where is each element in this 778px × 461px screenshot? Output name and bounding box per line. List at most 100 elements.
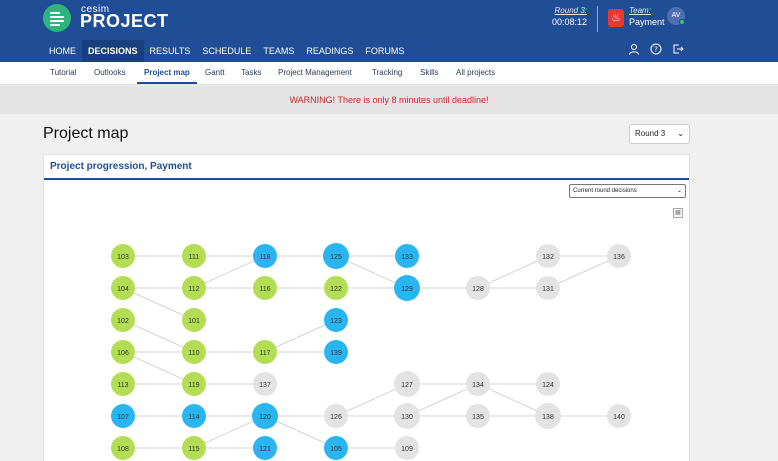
map-node-138[interactable]: 138 <box>535 403 561 429</box>
main-nav: HOME DECISIONS RESULTS SCHEDULE TEAMS RE… <box>43 40 410 62</box>
map-node-114[interactable]: 114 <box>182 404 206 428</box>
map-node-130[interactable]: 130 <box>394 403 420 429</box>
map-node-129[interactable]: 129 <box>394 275 420 301</box>
map-node-113[interactable]: 113 <box>111 372 135 396</box>
subnav-outlooks[interactable]: Outlooks <box>94 68 126 77</box>
map-node-127[interactable]: 127 <box>394 371 420 397</box>
map-node-label: 120 <box>259 414 271 421</box>
subnav-tasks[interactable]: Tasks <box>241 68 262 77</box>
map-node-102[interactable]: 102 <box>111 308 135 332</box>
team-name: Payment <box>629 17 665 27</box>
map-node-137[interactable]: 137 <box>253 372 277 396</box>
map-node-115[interactable]: 115 <box>182 436 206 460</box>
map-node-110[interactable]: 110 <box>182 340 206 364</box>
map-node-120[interactable]: 120 <box>252 403 278 429</box>
map-node-121[interactable]: 121 <box>253 436 277 460</box>
map-node-circle <box>252 403 278 429</box>
round-label[interactable]: Round 3: <box>554 6 587 15</box>
decisions-select-value: Current round decisions <box>573 188 637 194</box>
map-node-131[interactable]: 131 <box>536 276 560 300</box>
map-node-circle <box>395 244 419 268</box>
map-node-circle <box>536 244 560 268</box>
map-node-label: 138 <box>542 414 554 421</box>
subnav-tracking[interactable]: Tracking <box>372 68 403 77</box>
map-node-label: 136 <box>613 254 625 261</box>
nav-results[interactable]: RESULTS <box>149 46 191 56</box>
logout-icon[interactable] <box>671 43 684 56</box>
map-node-128[interactable]: 128 <box>466 276 490 300</box>
map-node-111[interactable]: 111 <box>182 244 206 268</box>
nav-readings[interactable]: READINGS <box>306 46 354 56</box>
decisions-select[interactable]: Current round decisions ⌄ <box>569 184 686 198</box>
map-node-134[interactable]: 134 <box>466 372 490 396</box>
map-node-116[interactable]: 116 <box>253 276 277 300</box>
map-node-circle <box>253 340 277 364</box>
map-node-circle <box>323 243 349 269</box>
map-edge-104-101 <box>122 287 195 321</box>
map-node-112[interactable]: 112 <box>182 276 206 300</box>
nav-home[interactable]: HOME <box>49 46 76 56</box>
subnav-all-projects[interactable]: All projects <box>456 68 496 77</box>
map-node-label: 139 <box>330 350 342 357</box>
map-node-label: 112 <box>188 286 199 293</box>
team-label[interactable]: Team: <box>629 6 651 15</box>
map-node-118[interactable]: 118 <box>253 244 277 268</box>
nav-decisions[interactable]: DECISIONS <box>82 40 144 62</box>
map-node-108[interactable]: 108 <box>111 436 135 460</box>
nav-forums[interactable]: FORUMS <box>365 46 405 56</box>
map-node-circle <box>466 372 490 396</box>
map-node-103[interactable]: 103 <box>111 244 135 268</box>
map-node-136[interactable]: 136 <box>607 244 631 268</box>
map-node-circle <box>466 276 490 300</box>
map-edge-131-136 <box>547 255 620 289</box>
map-node-135[interactable]: 135 <box>466 404 490 428</box>
map-node-circle <box>324 340 348 364</box>
map-node-circle <box>111 372 135 396</box>
map-node-122[interactable]: 122 <box>324 276 348 300</box>
map-node-123[interactable]: 123 <box>324 308 348 332</box>
map-node-circle <box>111 308 135 332</box>
map-node-109[interactable]: 109 <box>395 436 419 460</box>
map-node-125[interactable]: 125 <box>323 243 349 269</box>
table-view-icon[interactable]: ▦ <box>673 208 683 218</box>
map-node-133[interactable]: 133 <box>395 244 419 268</box>
user-icon[interactable] <box>627 43 640 56</box>
help-icon[interactable]: ? <box>649 43 662 56</box>
map-node-label: 115 <box>188 446 199 453</box>
map-node-107[interactable]: 107 <box>111 404 135 428</box>
map-node-circle <box>253 436 277 460</box>
map-node-106[interactable]: 106 <box>111 340 135 364</box>
subnav-skills[interactable]: Skills <box>420 68 439 77</box>
map-node-label: 124 <box>542 382 554 389</box>
round-select[interactable]: Round 3 ⌄ <box>629 124 690 144</box>
chevron-down-icon: ⌄ <box>676 188 682 194</box>
active-tab-indicator <box>137 82 197 84</box>
map-node-132[interactable]: 132 <box>536 244 560 268</box>
map-node-119[interactable]: 119 <box>182 372 206 396</box>
subnav-project-management[interactable]: Project Management <box>278 68 352 77</box>
map-node-104[interactable]: 104 <box>111 276 135 300</box>
map-node-124[interactable]: 124 <box>536 372 560 396</box>
map-node-label: 123 <box>330 318 342 325</box>
nav-teams[interactable]: TEAMS <box>263 46 295 56</box>
map-node-101[interactable]: 101 <box>182 308 206 332</box>
map-node-105[interactable]: 105 <box>324 436 348 460</box>
map-node-139[interactable]: 139 <box>324 340 348 364</box>
map-node-140[interactable]: 140 <box>607 404 631 428</box>
map-node-label: 119 <box>188 382 199 389</box>
map-node-circle <box>324 308 348 332</box>
subnav-project-map[interactable]: Project map <box>144 68 190 77</box>
map-node-circle <box>535 403 561 429</box>
map-node-label: 110 <box>188 350 199 357</box>
map-node-126[interactable]: 126 <box>324 404 348 428</box>
subnav-gantt[interactable]: Gantt <box>205 68 225 77</box>
map-node-label: 130 <box>401 414 413 421</box>
top-bar: cesim PROJECT Round 3: 00:08:12 ♨ Team: … <box>0 0 778 62</box>
nav-schedule[interactable]: SCHEDULE <box>202 46 252 56</box>
map-edge-102-110 <box>122 319 195 353</box>
map-node-117[interactable]: 117 <box>253 340 277 364</box>
nav-icons: ? <box>627 43 684 56</box>
map-node-label: 113 <box>117 382 128 389</box>
subnav-tutorial[interactable]: Tutorial <box>50 68 77 77</box>
round-select-value: Round 3 <box>635 129 666 138</box>
